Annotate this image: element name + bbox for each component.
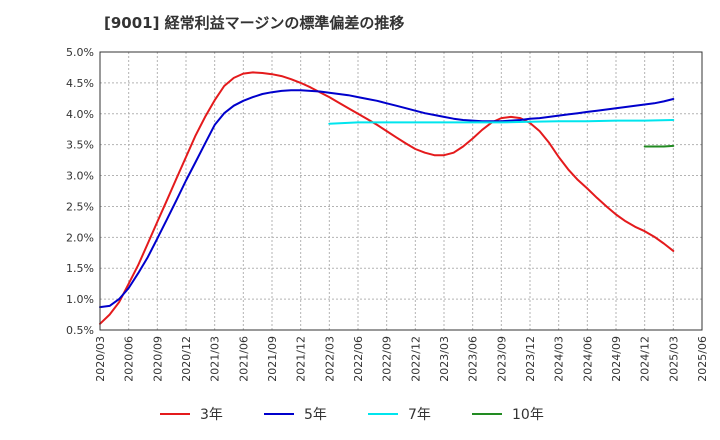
x-tick-label: 2021/12 — [295, 336, 308, 382]
tick-layer: 5.0% 4.5% 4.0% 3.5% 3.0% 2.5% 2.0% 1.5% 1.0% 0.5%… — [66, 46, 709, 382]
series-line-3 — [643, 144, 675, 148]
x-tick-label: 2025/03 — [667, 336, 680, 382]
x-tick-label: 2020/03 — [94, 336, 107, 382]
y-tick-label: 2.0% — [66, 231, 94, 244]
x-tick-label: 2020/06 — [123, 336, 136, 382]
x-tick-label: 2022/06 — [352, 336, 365, 382]
chart-title: [9001] 経常利益マージンの標準偏差の推移 — [104, 14, 405, 32]
x-tick-label: 2024/06 — [581, 336, 594, 382]
x-tick-label: 2023/06 — [467, 336, 480, 382]
x-tick-label: 2021/09 — [266, 336, 279, 382]
series-line-2 — [328, 119, 675, 125]
y-tick-label: 1.0% — [66, 293, 94, 306]
legend-label: 10年 — [512, 407, 544, 423]
y-tick-label: 3.5% — [66, 139, 94, 152]
x-tick-label: 2022/03 — [323, 336, 336, 382]
y-tick-label: 2.5% — [66, 200, 94, 213]
y-tick-label: 4.0% — [66, 108, 94, 121]
series-layer — [99, 71, 675, 325]
x-tick-label: 2021/06 — [237, 336, 250, 382]
legend-item-0: 3年 — [160, 407, 223, 423]
legend-item-2: 7年 — [368, 407, 431, 423]
y-tick-label: 4.5% — [66, 77, 94, 90]
x-tick-label: 2022/09 — [381, 336, 394, 382]
legend-label: 7年 — [408, 407, 431, 423]
y-tick-label: 1.5% — [66, 262, 94, 275]
x-tick-label: 2023/12 — [524, 336, 537, 382]
x-tick-label: 2020/09 — [151, 336, 164, 382]
legend-item-3: 10年 — [472, 407, 544, 423]
x-tick-label: 2021/03 — [209, 336, 222, 382]
x-tick-label: 2022/12 — [409, 336, 422, 382]
x-tick-label: 2020/12 — [180, 336, 193, 382]
series-line-0 — [99, 71, 675, 325]
x-tick-label: 2023/09 — [495, 336, 508, 382]
plot-frame — [99, 51, 703, 331]
legend: 3年 5年 7年 10年 — [160, 407, 544, 423]
x-tick-label: 2023/03 — [438, 336, 451, 382]
x-tick-label: 2024/09 — [610, 336, 623, 382]
y-tick-label: 3.0% — [66, 170, 94, 183]
series-line-1 — [99, 89, 675, 309]
x-tick-label: 2024/12 — [639, 336, 652, 382]
legend-item-1: 5年 — [264, 407, 327, 423]
legend-label: 3年 — [200, 407, 223, 423]
x-tick-label: 2025/06 — [696, 336, 709, 382]
y-tick-label: 0.5% — [66, 324, 94, 337]
x-tick-label: 2024/03 — [553, 336, 566, 382]
grid-layer — [99, 51, 703, 331]
legend-label: 5年 — [304, 407, 327, 423]
y-tick-label: 5.0% — [66, 46, 94, 59]
